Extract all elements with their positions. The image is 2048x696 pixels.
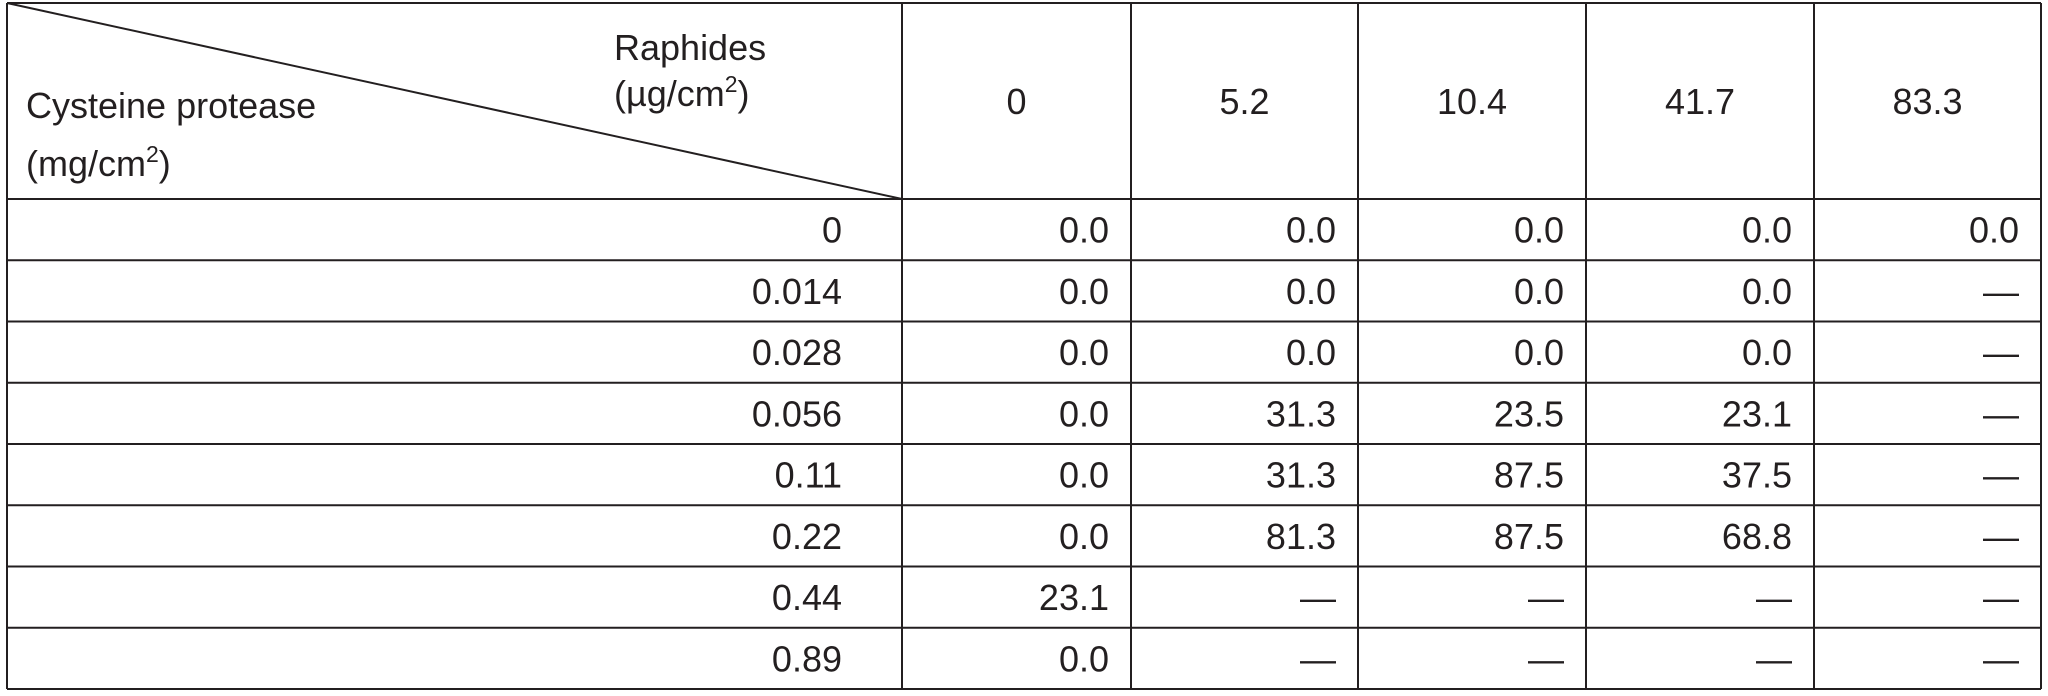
row-label: 0.028 — [752, 332, 842, 373]
table-cell: 23.5 — [1494, 393, 1564, 434]
table-cell: 0.0 — [1514, 210, 1564, 251]
table-cell: — — [1983, 393, 2019, 434]
table-cell: 0.0 — [1514, 332, 1564, 373]
table-cell: — — [1756, 577, 1792, 618]
table-cell: 0.0 — [1742, 210, 1792, 251]
table-cell: 23.1 — [1722, 393, 1792, 434]
column-header-unit: (µg/cm2) — [614, 71, 750, 114]
table-cell: 31.3 — [1266, 455, 1336, 496]
row-label: 0.11 — [775, 455, 842, 496]
row-label: 0 — [822, 210, 842, 251]
table-cell: 87.5 — [1494, 455, 1564, 496]
unit-text: (µg/cm — [614, 73, 725, 114]
table-cell: — — [1983, 332, 2019, 373]
table-cell: 0.0 — [1514, 271, 1564, 312]
table-cell: 87.5 — [1494, 516, 1564, 557]
table-cell: 23.1 — [1039, 577, 1109, 618]
row-label: 0.22 — [772, 516, 842, 557]
table-cell: — — [1983, 271, 2019, 312]
table-cell: — — [1983, 455, 2019, 496]
diagonal-divider — [6, 2, 903, 200]
table-cell: 37.5 — [1722, 455, 1792, 496]
table-cell: 0.0 — [1286, 271, 1336, 312]
column-header: 0 — [1006, 81, 1026, 122]
column-header: 5.2 — [1219, 81, 1269, 122]
table-cell: 0.0 — [1059, 455, 1109, 496]
row-header-label: Cysteine protease — [26, 85, 316, 126]
table-cell: 0.0 — [1742, 332, 1792, 373]
unit-text: (mg/cm — [26, 143, 146, 184]
table-cell: — — [1756, 638, 1792, 679]
unit-superscript: 2 — [725, 71, 738, 97]
table-cell: 0.0 — [1059, 271, 1109, 312]
table-cell: 0.0 — [1969, 210, 2019, 251]
table-cell: 0.0 — [1059, 332, 1109, 373]
table-cell: 0.0 — [1059, 210, 1109, 251]
table-cell: 0.0 — [1742, 271, 1792, 312]
row-label: 0.44 — [772, 577, 842, 618]
table-cell: 68.8 — [1722, 516, 1792, 557]
column-header: 41.7 — [1665, 81, 1735, 122]
table-cell: 0.0 — [1059, 516, 1109, 557]
unit-text: ) — [738, 73, 750, 114]
table-cell: — — [1528, 577, 1564, 618]
table-cell: — — [1300, 638, 1336, 679]
row-header-unit: (mg/cm2) — [26, 141, 171, 184]
row-label: 0.014 — [752, 271, 842, 312]
table-cell: — — [1528, 638, 1564, 679]
table-cell: — — [1983, 516, 2019, 557]
unit-superscript: 2 — [146, 141, 159, 167]
row-label: 0.89 — [772, 638, 842, 679]
table-cell: 0.0 — [1286, 210, 1336, 251]
table-cell: 0.0 — [1059, 638, 1109, 679]
column-header-label: Raphides — [614, 27, 766, 68]
column-header: 10.4 — [1437, 81, 1507, 122]
table-cell: — — [1983, 638, 2019, 679]
table-cell: 81.3 — [1266, 516, 1336, 557]
column-header: 83.3 — [1892, 81, 1962, 122]
unit-text: ) — [159, 143, 171, 184]
row-label: 0.056 — [752, 393, 842, 434]
table-cell: — — [1300, 577, 1336, 618]
table-cell: 0.0 — [1286, 332, 1336, 373]
table-cell: 31.3 — [1266, 393, 1336, 434]
table-cell: 0.0 — [1059, 393, 1109, 434]
table-cell: — — [1983, 577, 2019, 618]
